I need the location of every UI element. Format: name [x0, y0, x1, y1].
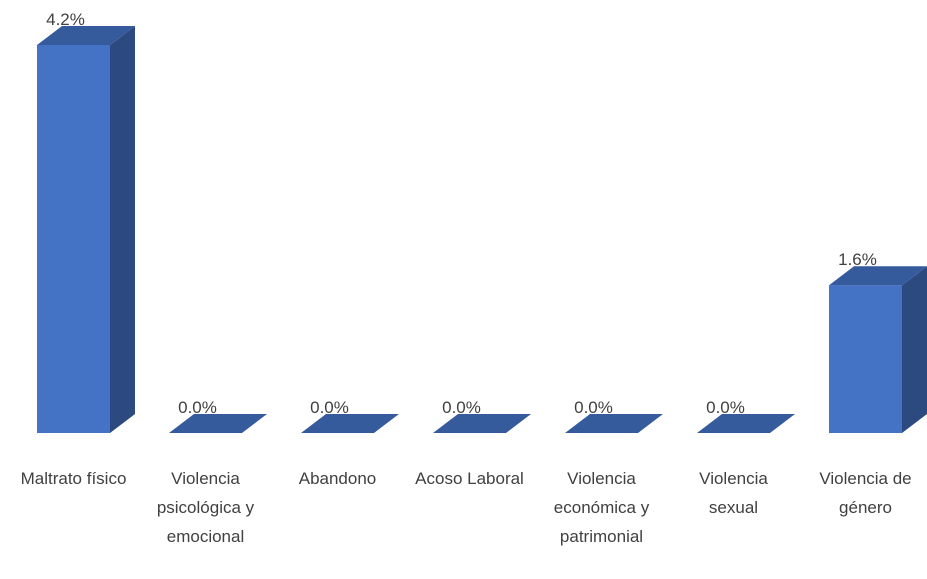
- x-tick-label: Violencia sexual: [699, 469, 768, 517]
- bar: [37, 26, 135, 433]
- bar-top: [37, 26, 135, 45]
- bar: [169, 414, 267, 433]
- data-label: 0.0%: [178, 398, 217, 417]
- bar: [697, 414, 795, 433]
- bar-top: [169, 414, 267, 433]
- bar-side: [902, 266, 927, 433]
- x-tick-label: Violencia de género: [819, 469, 912, 517]
- bar-front: [829, 285, 902, 433]
- bar: [829, 266, 927, 433]
- x-tick-label: Abandono: [298, 469, 377, 488]
- bar-top: [565, 414, 663, 433]
- bar-front: [37, 45, 110, 433]
- bar: [301, 414, 399, 433]
- data-label: 1.6%: [838, 250, 877, 269]
- bar-top: [301, 414, 399, 433]
- bar-top: [697, 414, 795, 433]
- data-label: 0.0%: [706, 398, 745, 417]
- data-label: 4.2%: [46, 10, 85, 29]
- data-label: 0.0%: [574, 398, 613, 417]
- data-label: 0.0%: [442, 398, 481, 417]
- bar-side: [110, 26, 135, 433]
- x-tick-label: Violencia psicológica y emocional: [156, 469, 255, 546]
- bar-top: [829, 266, 927, 286]
- x-tick-label: Acoso Laboral: [415, 469, 524, 488]
- x-tick-label: Violencia económica y patrimonial: [553, 469, 650, 546]
- x-tick-label: Maltrato físico: [20, 469, 127, 488]
- bar: [565, 414, 663, 433]
- bar-top: [433, 414, 531, 433]
- bar: [433, 414, 531, 433]
- data-label: 0.0%: [310, 398, 349, 417]
